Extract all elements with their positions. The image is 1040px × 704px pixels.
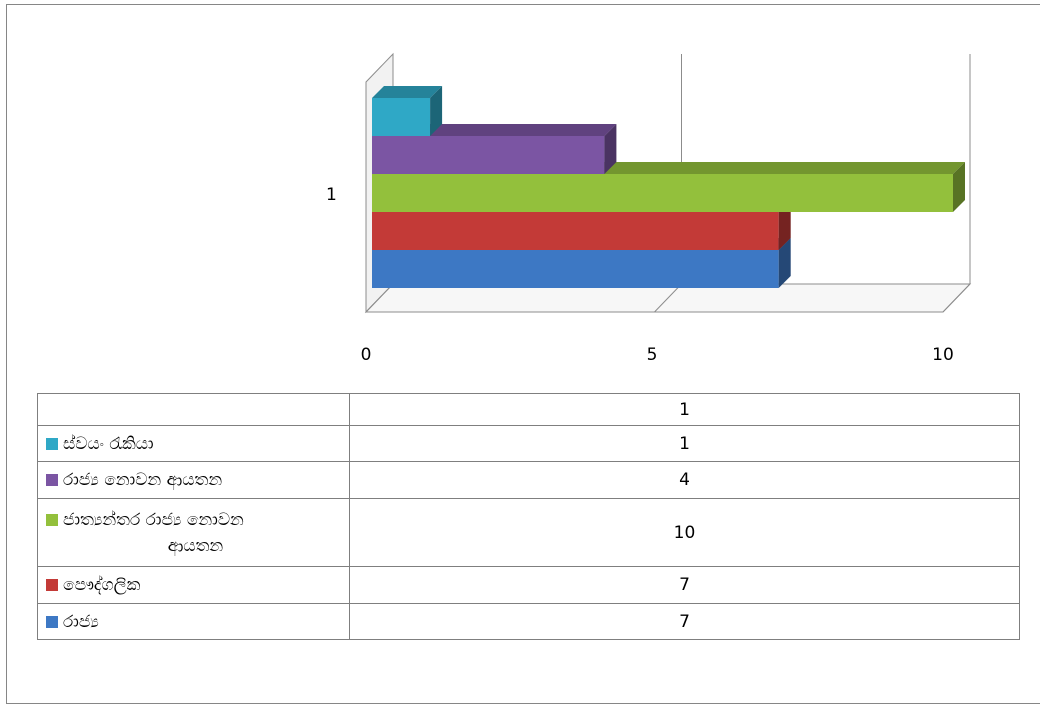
row-label-continued: ආයතන (167, 535, 224, 556)
table-row: රාජ්‍ය නොවන ආයතන 4 (37, 461, 1020, 499)
legend-key (46, 437, 58, 450)
legend-key (46, 513, 58, 526)
bar-front (372, 98, 431, 136)
bar-end (604, 124, 617, 174)
bar-end (778, 200, 791, 250)
bar-4 (372, 86, 443, 136)
bar-end (778, 238, 791, 288)
row-label: රාජ්‍ය (63, 611, 99, 632)
data-table-header-row: 1 (37, 393, 1020, 426)
row-value: 10 (349, 498, 1020, 567)
x-axis-ticks: 0 5 10 (361, 345, 954, 365)
bar-chart-plot: 0 5 10 1 (326, 52, 972, 365)
legend-key (46, 615, 58, 628)
row-value: 7 (349, 566, 1020, 604)
row-label: ජාත්‍යන්තර රාජ්‍ය නොවන (63, 509, 244, 530)
data-table-header-cell: 1 (349, 393, 1020, 426)
row-label: රාජ්‍ය නොවන ආයතන (63, 470, 223, 490)
table-row: පෞද්ගලික 7 (37, 566, 1020, 604)
category-label: 1 (326, 185, 337, 205)
bar-front (372, 174, 953, 212)
row-value: 7 (349, 603, 1020, 640)
gridline-floor (654, 283, 682, 313)
bar-front (372, 212, 779, 250)
row-label-cell: ජාත්‍යන්තර රාජ්‍ය නොවන ආයතන (37, 498, 350, 567)
row-label: පෞද්ගලික (63, 575, 141, 595)
row-value: 1 (349, 425, 1020, 462)
row-label-cell: රාජ්‍ය (37, 603, 350, 640)
legend-key (46, 579, 58, 591)
table-row: රාජ්‍ය 7 (37, 603, 1020, 640)
legend-key (46, 474, 58, 486)
x-tick-label: 10 (932, 345, 954, 365)
table-row: ස්වයං රැකියා 1 (37, 425, 1020, 462)
bar-end (953, 162, 965, 212)
row-label-cell: ස්වයං රැකියා (37, 425, 350, 462)
x-tick-label: 5 (647, 345, 658, 365)
gridline-floor (942, 283, 971, 313)
bar-front (372, 136, 605, 174)
bar-top (372, 86, 443, 98)
x-tick-label: 0 (361, 345, 372, 365)
data-table-corner-cell (37, 393, 350, 426)
row-label: ස්වයං රැකියා (63, 433, 154, 454)
row-label-cell: පෞද්ගලික (37, 566, 350, 604)
bar-end (430, 86, 443, 136)
bar-front (372, 250, 779, 288)
bar-series-group (372, 86, 965, 288)
row-label-cell: රාජ්‍ය නොවන ආයතන (37, 461, 350, 499)
table-row: ජාත්‍යන්තර රාජ්‍ය නොවන ආයතන 10 (37, 498, 1020, 567)
gridline-floor (365, 283, 394, 313)
row-value: 4 (349, 461, 1020, 499)
data-table: 1 ස්වයං රැකියා 1 රාජ්‍ය නොවන ආයතන 4 ජාත්… (37, 393, 1020, 640)
